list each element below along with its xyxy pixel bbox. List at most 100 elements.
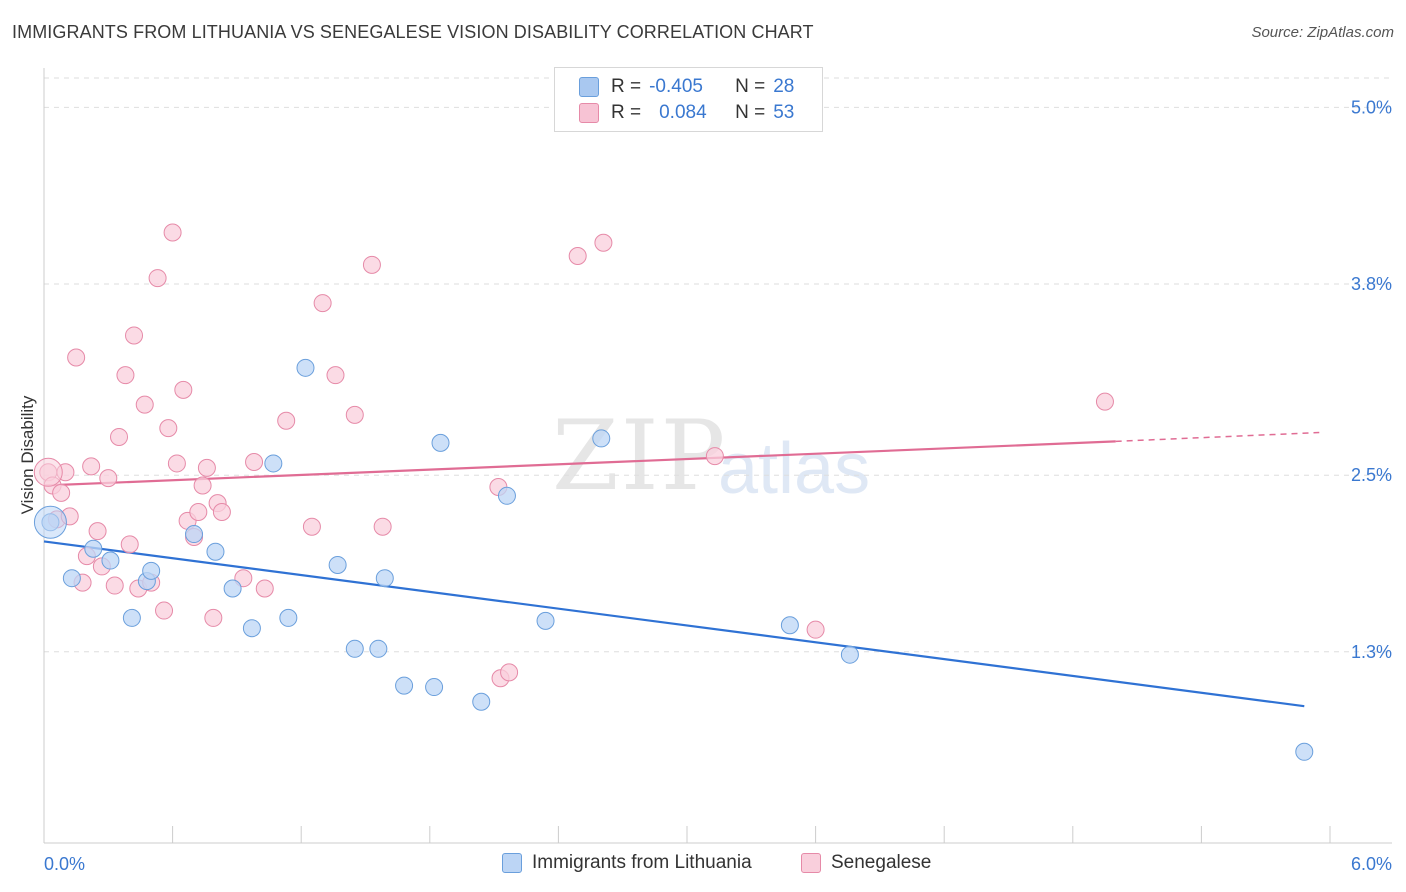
data-point bbox=[302, 517, 321, 536]
data-point bbox=[536, 611, 555, 630]
data-point bbox=[373, 517, 392, 536]
data-point bbox=[116, 366, 135, 385]
data-point bbox=[592, 429, 611, 448]
legend-swatch-senegalese bbox=[579, 103, 599, 123]
trend-line bbox=[43, 440, 1116, 487]
data-point bbox=[362, 255, 381, 274]
data-point bbox=[122, 608, 141, 627]
x-tick-label: 0.0% bbox=[44, 854, 85, 874]
data-point bbox=[197, 458, 216, 477]
n-label: N = bbox=[735, 76, 766, 97]
n-value: 28 bbox=[773, 76, 795, 97]
data-point bbox=[110, 427, 129, 446]
data-point bbox=[101, 551, 120, 570]
data-point bbox=[326, 366, 345, 385]
stats-legend: R = -0.405 N = 28 R = 0.084 N = 53 bbox=[554, 67, 823, 132]
data-point bbox=[185, 525, 204, 544]
data-point bbox=[395, 676, 414, 695]
data-point bbox=[425, 678, 444, 697]
data-point bbox=[375, 569, 394, 588]
data-point bbox=[255, 579, 274, 598]
r-label: R = bbox=[611, 102, 642, 123]
data-point bbox=[125, 326, 144, 345]
watermark-atlas: atlas bbox=[718, 429, 871, 509]
data-point bbox=[1295, 742, 1314, 761]
data-point bbox=[431, 433, 450, 452]
stats-row-lithuania: R = -0.405 N = 28 bbox=[579, 75, 794, 99]
data-point bbox=[806, 620, 825, 639]
data-point bbox=[204, 608, 223, 627]
data-point bbox=[135, 395, 154, 414]
y-tick-label: 2.5% bbox=[1351, 465, 1392, 485]
data-point bbox=[33, 505, 67, 539]
data-point bbox=[313, 294, 332, 313]
trend-lines bbox=[43, 431, 1320, 708]
data-point bbox=[1095, 392, 1114, 411]
data-point bbox=[472, 692, 491, 711]
data-point bbox=[120, 535, 139, 554]
data-point bbox=[148, 269, 167, 288]
data-point bbox=[99, 469, 118, 488]
data-point bbox=[277, 411, 296, 430]
data-point bbox=[88, 522, 107, 541]
y-tick-label: 3.8% bbox=[1351, 274, 1392, 294]
data-point bbox=[52, 483, 71, 502]
data-point bbox=[84, 539, 103, 558]
trend-line bbox=[43, 540, 1305, 708]
axes bbox=[43, 68, 1392, 844]
data-point bbox=[497, 486, 516, 505]
data-point bbox=[345, 639, 364, 658]
trend-line-extension bbox=[1115, 431, 1320, 443]
data-point bbox=[206, 542, 225, 561]
data-point bbox=[155, 601, 174, 620]
data-point bbox=[345, 405, 364, 424]
data-point bbox=[163, 223, 182, 242]
y-tick-label: 5.0% bbox=[1351, 97, 1392, 117]
data-point bbox=[296, 358, 315, 377]
source-credit: Source: ZipAtlas.com bbox=[1251, 24, 1394, 41]
data-point bbox=[500, 663, 519, 682]
stats-row-senegalese: R = 0.084 N = 53 bbox=[579, 101, 794, 125]
legend-label: Immigrants from Lithuania bbox=[532, 852, 752, 873]
legend-swatch-lithuania bbox=[502, 853, 522, 873]
n-label: N = bbox=[735, 102, 766, 123]
data-point bbox=[174, 380, 193, 399]
y-axis-label: Vision Disability bbox=[18, 395, 37, 515]
data-point bbox=[193, 476, 212, 495]
data-point bbox=[212, 502, 231, 521]
data-point bbox=[705, 447, 724, 466]
data-points bbox=[33, 223, 1314, 761]
data-point bbox=[33, 457, 63, 487]
legend-item-senegalese[interactable]: Senegalese bbox=[801, 852, 931, 874]
data-point bbox=[568, 247, 587, 266]
y-tick-labels: 1.3% 2.5% 3.8% 5.0% bbox=[1351, 97, 1392, 661]
data-point bbox=[159, 419, 178, 438]
n-value: 53 bbox=[773, 102, 795, 123]
x-tick-label: 6.0% bbox=[1351, 854, 1392, 874]
r-value: -0.405 bbox=[649, 76, 703, 97]
data-point bbox=[223, 579, 242, 598]
data-point bbox=[105, 576, 124, 595]
legend-item-lithuania[interactable]: Immigrants from Lithuania bbox=[502, 852, 752, 874]
data-point bbox=[242, 619, 261, 638]
series-legend: Immigrants from Lithuania Senegalese bbox=[0, 852, 1406, 878]
data-point bbox=[328, 555, 347, 574]
chart-title: IMMIGRANTS FROM LITHUANIA VS SENEGALESE … bbox=[12, 22, 814, 42]
data-point bbox=[67, 348, 86, 367]
data-point bbox=[245, 452, 264, 471]
r-label: R = bbox=[611, 76, 642, 97]
y-tick-label: 1.3% bbox=[1351, 642, 1392, 662]
data-point bbox=[189, 502, 208, 521]
legend-swatch-senegalese bbox=[801, 853, 821, 873]
watermark-zip: ZIP bbox=[552, 400, 728, 512]
data-point bbox=[62, 569, 81, 588]
data-point bbox=[264, 454, 283, 473]
data-point bbox=[369, 639, 388, 658]
data-point bbox=[82, 457, 101, 476]
data-point bbox=[780, 616, 799, 635]
data-point bbox=[279, 608, 298, 627]
legend-swatch-lithuania bbox=[579, 77, 599, 97]
data-point bbox=[840, 645, 859, 664]
legend-label: Senegalese bbox=[831, 852, 932, 873]
data-point bbox=[142, 561, 161, 580]
